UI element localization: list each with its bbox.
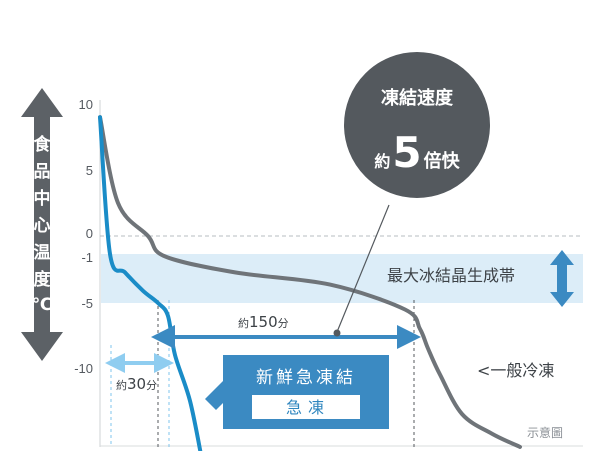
bubble-pointer [336,204,390,333]
bubble-main: 約5 倍快 [374,128,460,177]
y-label-char-4: 温 [34,243,51,263]
y-axis-arrow [21,88,63,361]
y-tick-5: -10 [74,361,93,376]
bubble-pointer-dot [333,329,341,337]
y-label-char-0: 食 [34,134,52,155]
bubble-title: 凍結速度 [381,87,454,109]
rapid-box-title: 新鮮急凍結 [256,368,356,388]
band-label: 最大冰結晶生成帯 [387,266,515,285]
y-tick-3: -1 [81,250,93,265]
band-range-arrow [550,250,574,307]
y-tick-2: 0 [86,226,93,241]
y-label-char-3: 心 [34,216,51,236]
y-label-char-5: 度 [34,269,52,290]
normal-freezing-label: <一般冷凍 [477,361,554,380]
rapid-box-sub: 急凍 [286,398,330,417]
y-tick-0: 10 [79,97,93,112]
duration-30-label: 約30分 [116,375,157,393]
y-label-char-6: (℃) [24,295,60,315]
y-tick-1: 5 [86,163,93,178]
normal-freezing-curve [98,115,522,449]
schematic-note: 示意圖 [527,425,563,440]
rapid-freezing-curve [98,115,203,451]
speed-bubble: 凍結速度 約5 倍快 [340,48,494,202]
duration-150-label: 約150分 [238,313,289,331]
rapid-box: 新鮮急凍結 急凍 [223,355,389,429]
y-tick-labels: 10 5 0 -1 -5 -10 [74,97,93,376]
y-label-char-1: 品 [34,162,51,182]
y-label-char-2: 中 [34,188,51,209]
y-tick-4: -5 [81,296,93,311]
